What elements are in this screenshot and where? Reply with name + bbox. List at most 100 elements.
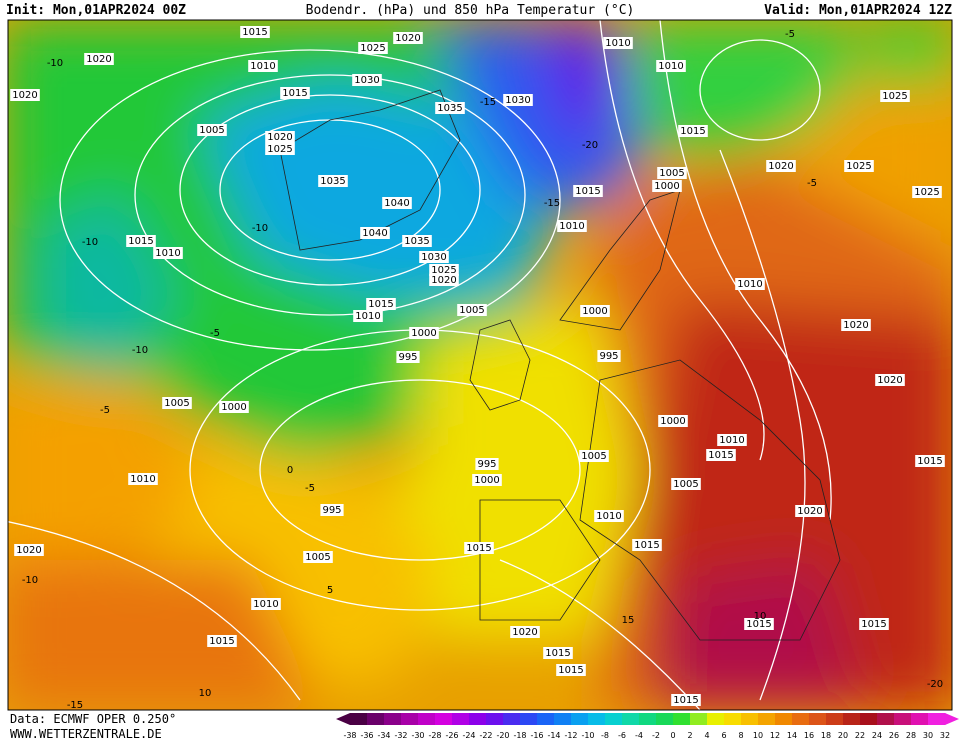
isobar-label: 1020: [16, 545, 41, 556]
isobar-label: 1020: [843, 320, 868, 331]
colorbar-tick-label: 6: [721, 731, 726, 740]
isobar-label-box: [162, 397, 192, 409]
colorbar-swatch: [367, 713, 385, 725]
isobar-label: 1005: [164, 398, 189, 409]
isobar-label: 1030: [505, 95, 530, 106]
colorbar-swatch: [384, 713, 402, 725]
isobar-label-box: [303, 551, 333, 563]
isobar-label-box: [464, 542, 494, 554]
temperature-label: -5: [100, 405, 110, 416]
isobar-label-box: [795, 505, 825, 517]
isobar-label: 1010: [250, 61, 275, 72]
colorbar-tick-label: -14: [547, 731, 560, 740]
isobar-label: 1040: [384, 198, 409, 209]
colorbar-tick-label: -30: [411, 731, 424, 740]
colorbar-arrow-right: [945, 713, 959, 725]
isobar-label: 1030: [421, 252, 446, 263]
isobar-label-box: [435, 102, 465, 114]
isobars: [8, 20, 832, 710]
isobar-label-box: [248, 60, 278, 72]
colorbar-swatch: [350, 713, 368, 725]
colorbar-swatch: [860, 713, 878, 725]
isobar-label-box: [402, 235, 432, 247]
isobar-label: 1015: [545, 648, 570, 659]
colorbar-tick-label: -26: [445, 731, 458, 740]
isobar-label-box: [603, 37, 633, 49]
colorbar-swatch: [656, 713, 674, 725]
isobar-label-box: [360, 227, 390, 239]
colorbar-swatch: [622, 713, 640, 725]
temperature-label: -5: [785, 29, 795, 40]
isobar-label: 1005: [673, 479, 698, 490]
isobar-label-box: [472, 474, 502, 486]
colorbar-tick-label: -12: [564, 731, 577, 740]
isobar-label-box: [265, 131, 295, 143]
isobar-label-box: [859, 618, 889, 630]
colorbar-swatch: [877, 713, 895, 725]
isobar-label-box: [84, 53, 114, 65]
isobar-label: 1025: [360, 43, 385, 54]
isobar-label: 995: [398, 352, 417, 363]
colorbar-tick-label: -36: [360, 731, 373, 740]
colorbar-swatch: [588, 713, 606, 725]
isobar-label: 1010: [596, 511, 621, 522]
isobar-label-box: [579, 450, 609, 462]
colorbar-tick-label: 30: [923, 731, 933, 740]
isobar-label: 1015: [746, 619, 771, 630]
colorbar-tick-label: 4: [704, 731, 709, 740]
colorbar-swatch: [758, 713, 776, 725]
isobar-label: 1015: [708, 450, 733, 461]
isobar-label: 1015: [242, 27, 267, 38]
isobar-label-box: [744, 618, 774, 630]
isobar-label-box: [219, 401, 249, 413]
isobar-label-box: [197, 124, 227, 136]
colorbar-swatch: [809, 713, 827, 725]
isobar-label: 1020: [797, 506, 822, 517]
colorbar-tick-label: 10: [753, 731, 763, 740]
isobar-label: 1025: [846, 161, 871, 172]
colorbar-swatch: [401, 713, 419, 725]
isobar-label-box: [671, 478, 701, 490]
isobar-label-box: [10, 89, 40, 101]
isobar-label: 1020: [267, 132, 292, 143]
isobar-label-box: [240, 26, 270, 38]
coastlines: [279, 89, 841, 641]
isobar-label: 1015: [917, 456, 942, 467]
isobar-label-box: [358, 42, 388, 54]
isobar-label-box: [717, 434, 747, 446]
isobar-label: 1010: [737, 279, 762, 290]
isobar-label: 1035: [404, 236, 429, 247]
temperature-label: 0: [287, 465, 293, 476]
isobar-label: 1025: [431, 265, 456, 276]
isobar-label: 995: [322, 505, 341, 516]
isobar-label-box: [353, 310, 383, 322]
isobar-label-box: [128, 473, 158, 485]
isobar-label-box: [580, 305, 610, 317]
isobar-label: 1000: [654, 181, 679, 192]
isobar-label-box: [652, 180, 682, 192]
isobar-label: 1005: [459, 305, 484, 316]
temperature-label: 10: [199, 688, 212, 699]
isobar-label-box: [280, 87, 310, 99]
valid-time: Valid: Mon,01APR2024 12Z: [764, 3, 952, 18]
isobar-label-box: [409, 327, 439, 339]
isobar-label: 1015: [128, 236, 153, 247]
isobar-label-box: [844, 160, 874, 172]
map-title: Bodendr. (hPa) und 850 hPa Temperatur (°…: [306, 3, 635, 18]
temperature-label: -20: [582, 140, 598, 151]
colorbar-tick-label: 32: [940, 731, 950, 740]
temperature-label: -10: [132, 345, 148, 356]
isobar-label-box: [766, 160, 796, 172]
colorbar-swatch: [724, 713, 742, 725]
colorbar-swatch: [452, 713, 470, 725]
isobar-label-box: [475, 458, 499, 470]
isobar-label-box: [510, 626, 540, 638]
isobar-label-box: [912, 186, 942, 198]
isobar-label: 1010: [130, 474, 155, 485]
isobar-label-box: [915, 455, 945, 467]
isobar-label-box: [656, 60, 686, 72]
colorbar-swatch: [928, 713, 946, 725]
isobar-label-box: [503, 94, 533, 106]
